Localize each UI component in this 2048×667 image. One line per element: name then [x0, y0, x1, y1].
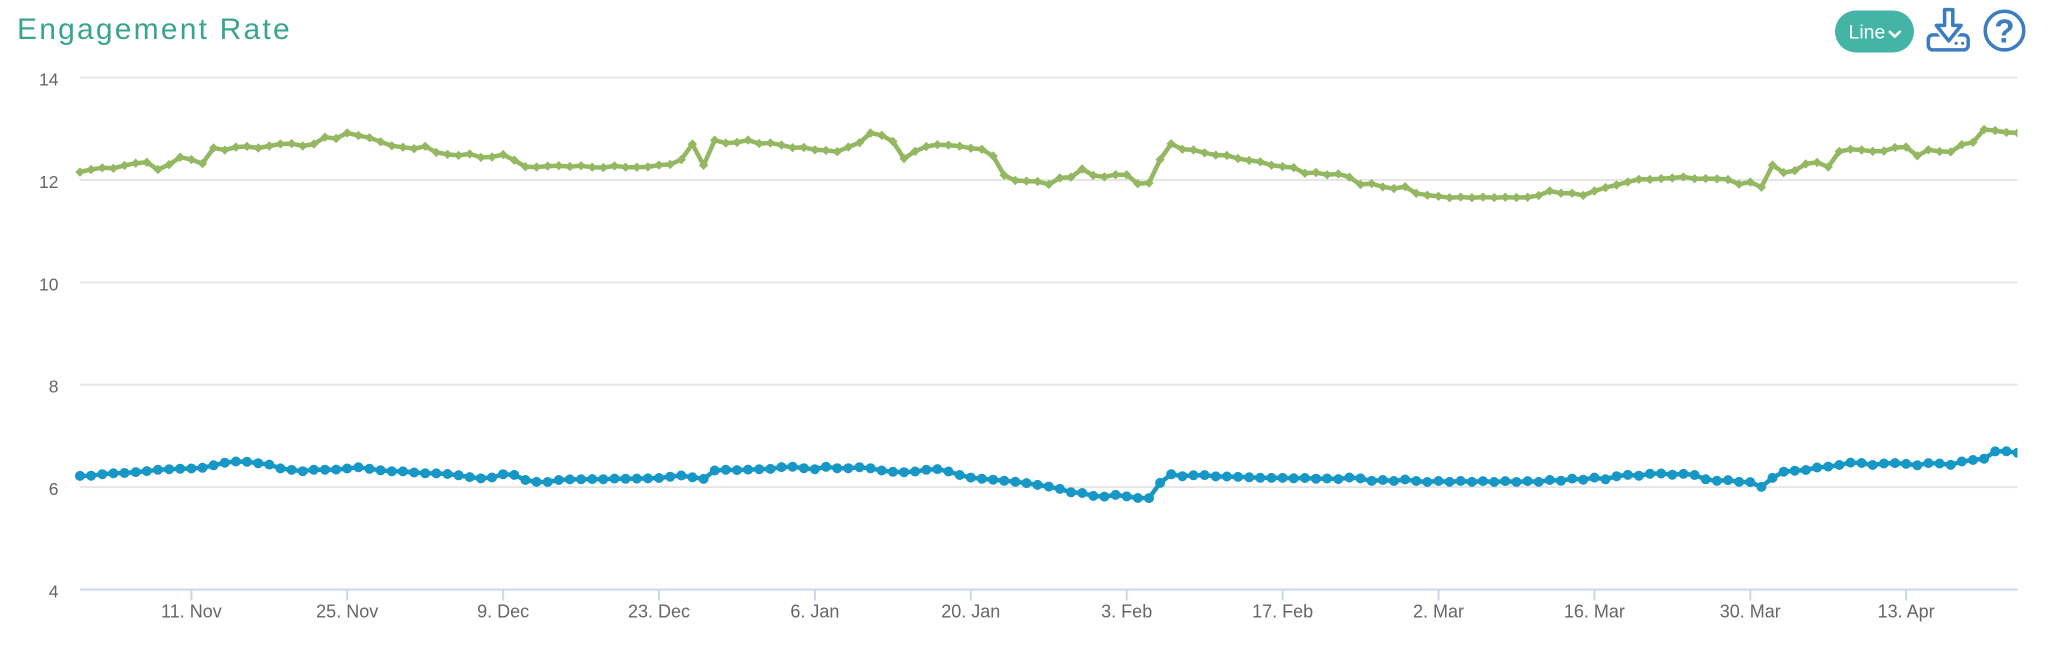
- svg-text:8: 8: [49, 377, 59, 397]
- svg-text:?: ?: [1994, 12, 2014, 49]
- svg-text:Engagement Rate: Engagement Rate: [17, 13, 292, 46]
- svg-text:9. Dec: 9. Dec: [477, 602, 529, 622]
- svg-text:2. Mar: 2. Mar: [1413, 602, 1464, 622]
- svg-text:11. Nov: 11. Nov: [161, 602, 222, 622]
- svg-text:6. Jan: 6. Jan: [790, 602, 839, 622]
- svg-text:30. Mar: 30. Mar: [1720, 602, 1781, 622]
- svg-text:6: 6: [49, 479, 59, 499]
- svg-text:4: 4: [49, 582, 59, 602]
- svg-text:10: 10: [39, 274, 59, 294]
- svg-text:23. Dec: 23. Dec: [628, 602, 690, 622]
- svg-text:17. Feb: 17. Feb: [1252, 602, 1313, 622]
- svg-text:Line: Line: [1849, 22, 1886, 44]
- svg-text:16. Mar: 16. Mar: [1564, 602, 1625, 622]
- svg-text:3. Feb: 3. Feb: [1101, 602, 1152, 622]
- svg-text:14: 14: [39, 70, 59, 90]
- svg-text:12: 12: [39, 172, 58, 192]
- svg-text:25. Nov: 25. Nov: [316, 602, 378, 622]
- svg-text:13. Apr: 13. Apr: [1878, 602, 1935, 622]
- svg-text:20. Jan: 20. Jan: [941, 602, 1000, 622]
